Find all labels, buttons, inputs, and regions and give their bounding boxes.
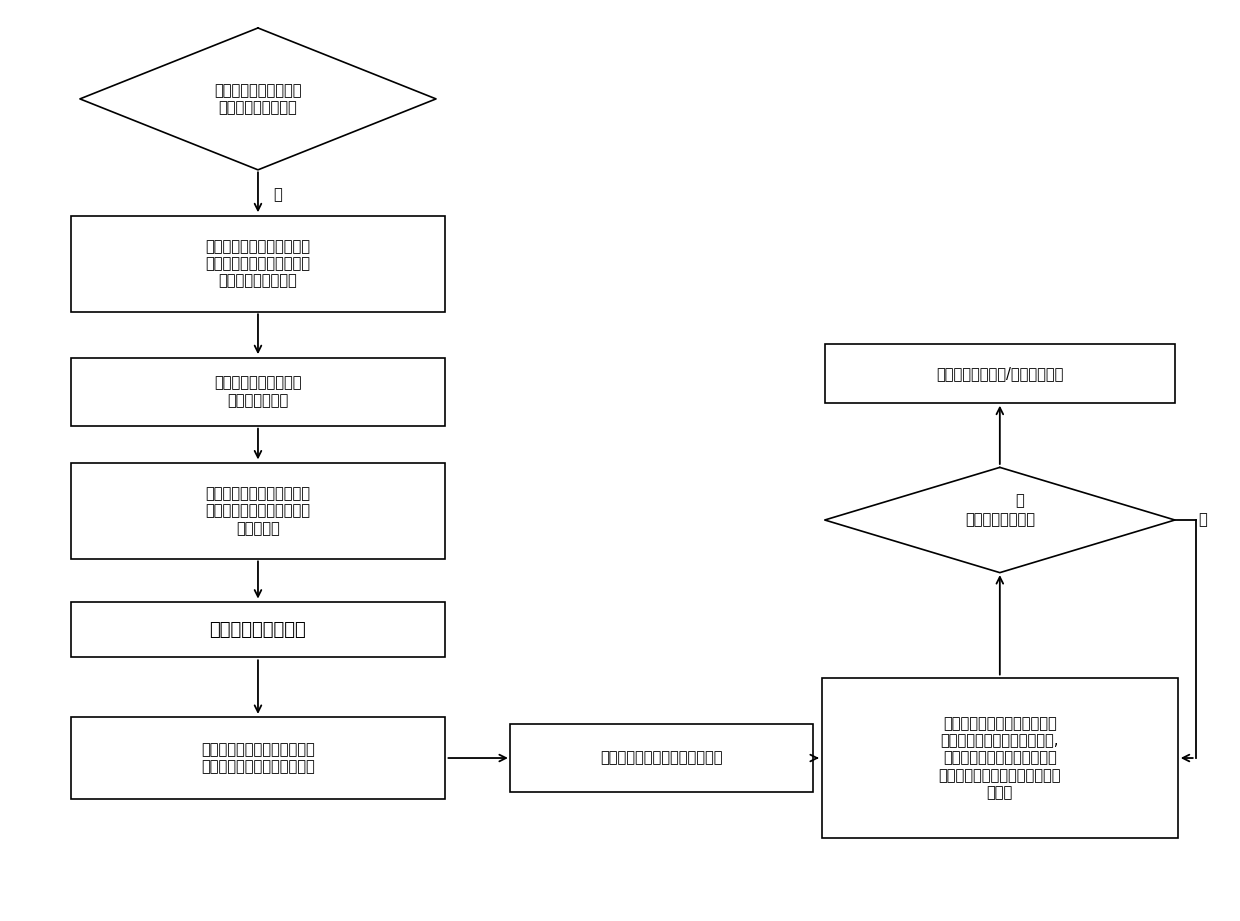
Bar bbox=[71, 717, 445, 799]
Bar bbox=[510, 724, 813, 792]
Text: 确定爆破结构面性质并
判断是否使用本方法: 确定爆破结构面性质并 判断是否使用本方法 bbox=[215, 83, 301, 115]
Text: 设计并布置监测点位: 设计并布置监测点位 bbox=[210, 621, 306, 639]
Bar bbox=[71, 602, 445, 658]
Text: 否: 否 bbox=[1016, 494, 1024, 508]
Text: 判断围岩是否稳定: 判断围岩是否稳定 bbox=[965, 512, 1035, 528]
Text: 设计结构面爆破顺序和
结构面布置形式: 设计结构面爆破顺序和 结构面布置形式 bbox=[215, 376, 301, 408]
Bar bbox=[822, 678, 1178, 838]
Text: 对围岩进行注浆和/或打锚杆加固: 对围岩进行注浆和/或打锚杆加固 bbox=[936, 366, 1064, 381]
Text: 是: 是 bbox=[273, 188, 283, 203]
Bar bbox=[71, 216, 445, 311]
Text: 联起爆网络，按照爆破顺序起
爆，清理爆破面，联起爆网络,
按照爆破顺序起爆，清理爆破
面，监测围岩位移变化和地表沉
降数据: 联起爆网络，按照爆破顺序起 爆，清理爆破面，联起爆网络, 按照爆破顺序起爆，清理… bbox=[939, 716, 1061, 800]
Text: 在软弱夹层且群洞施工效应
较大区域钻设超前小导管并
注浆支护。: 在软弱夹层且群洞施工效应 较大区域钻设超前小导管并 注浆支护。 bbox=[206, 486, 310, 536]
Text: 是: 是 bbox=[1198, 512, 1207, 528]
Bar bbox=[71, 462, 445, 559]
Text: 布置爆破面炮眼孔位（测量画
线、定位开眼、钻眼、清孔）: 布置爆破面炮眼孔位（测量画 线、定位开眼、钻眼、清孔） bbox=[201, 741, 315, 775]
Bar bbox=[825, 344, 1176, 403]
Text: 根据设计安装炸药、水袋、炮泥: 根据设计安装炸药、水袋、炮泥 bbox=[600, 751, 723, 765]
Bar bbox=[71, 357, 445, 426]
Text: 测量爆破面岩土体参数，设
计岩层的单位炸药消耗量、
炮眼间距、炮眼直径: 测量爆破面岩土体参数，设 计岩层的单位炸药消耗量、 炮眼间距、炮眼直径 bbox=[206, 239, 310, 288]
